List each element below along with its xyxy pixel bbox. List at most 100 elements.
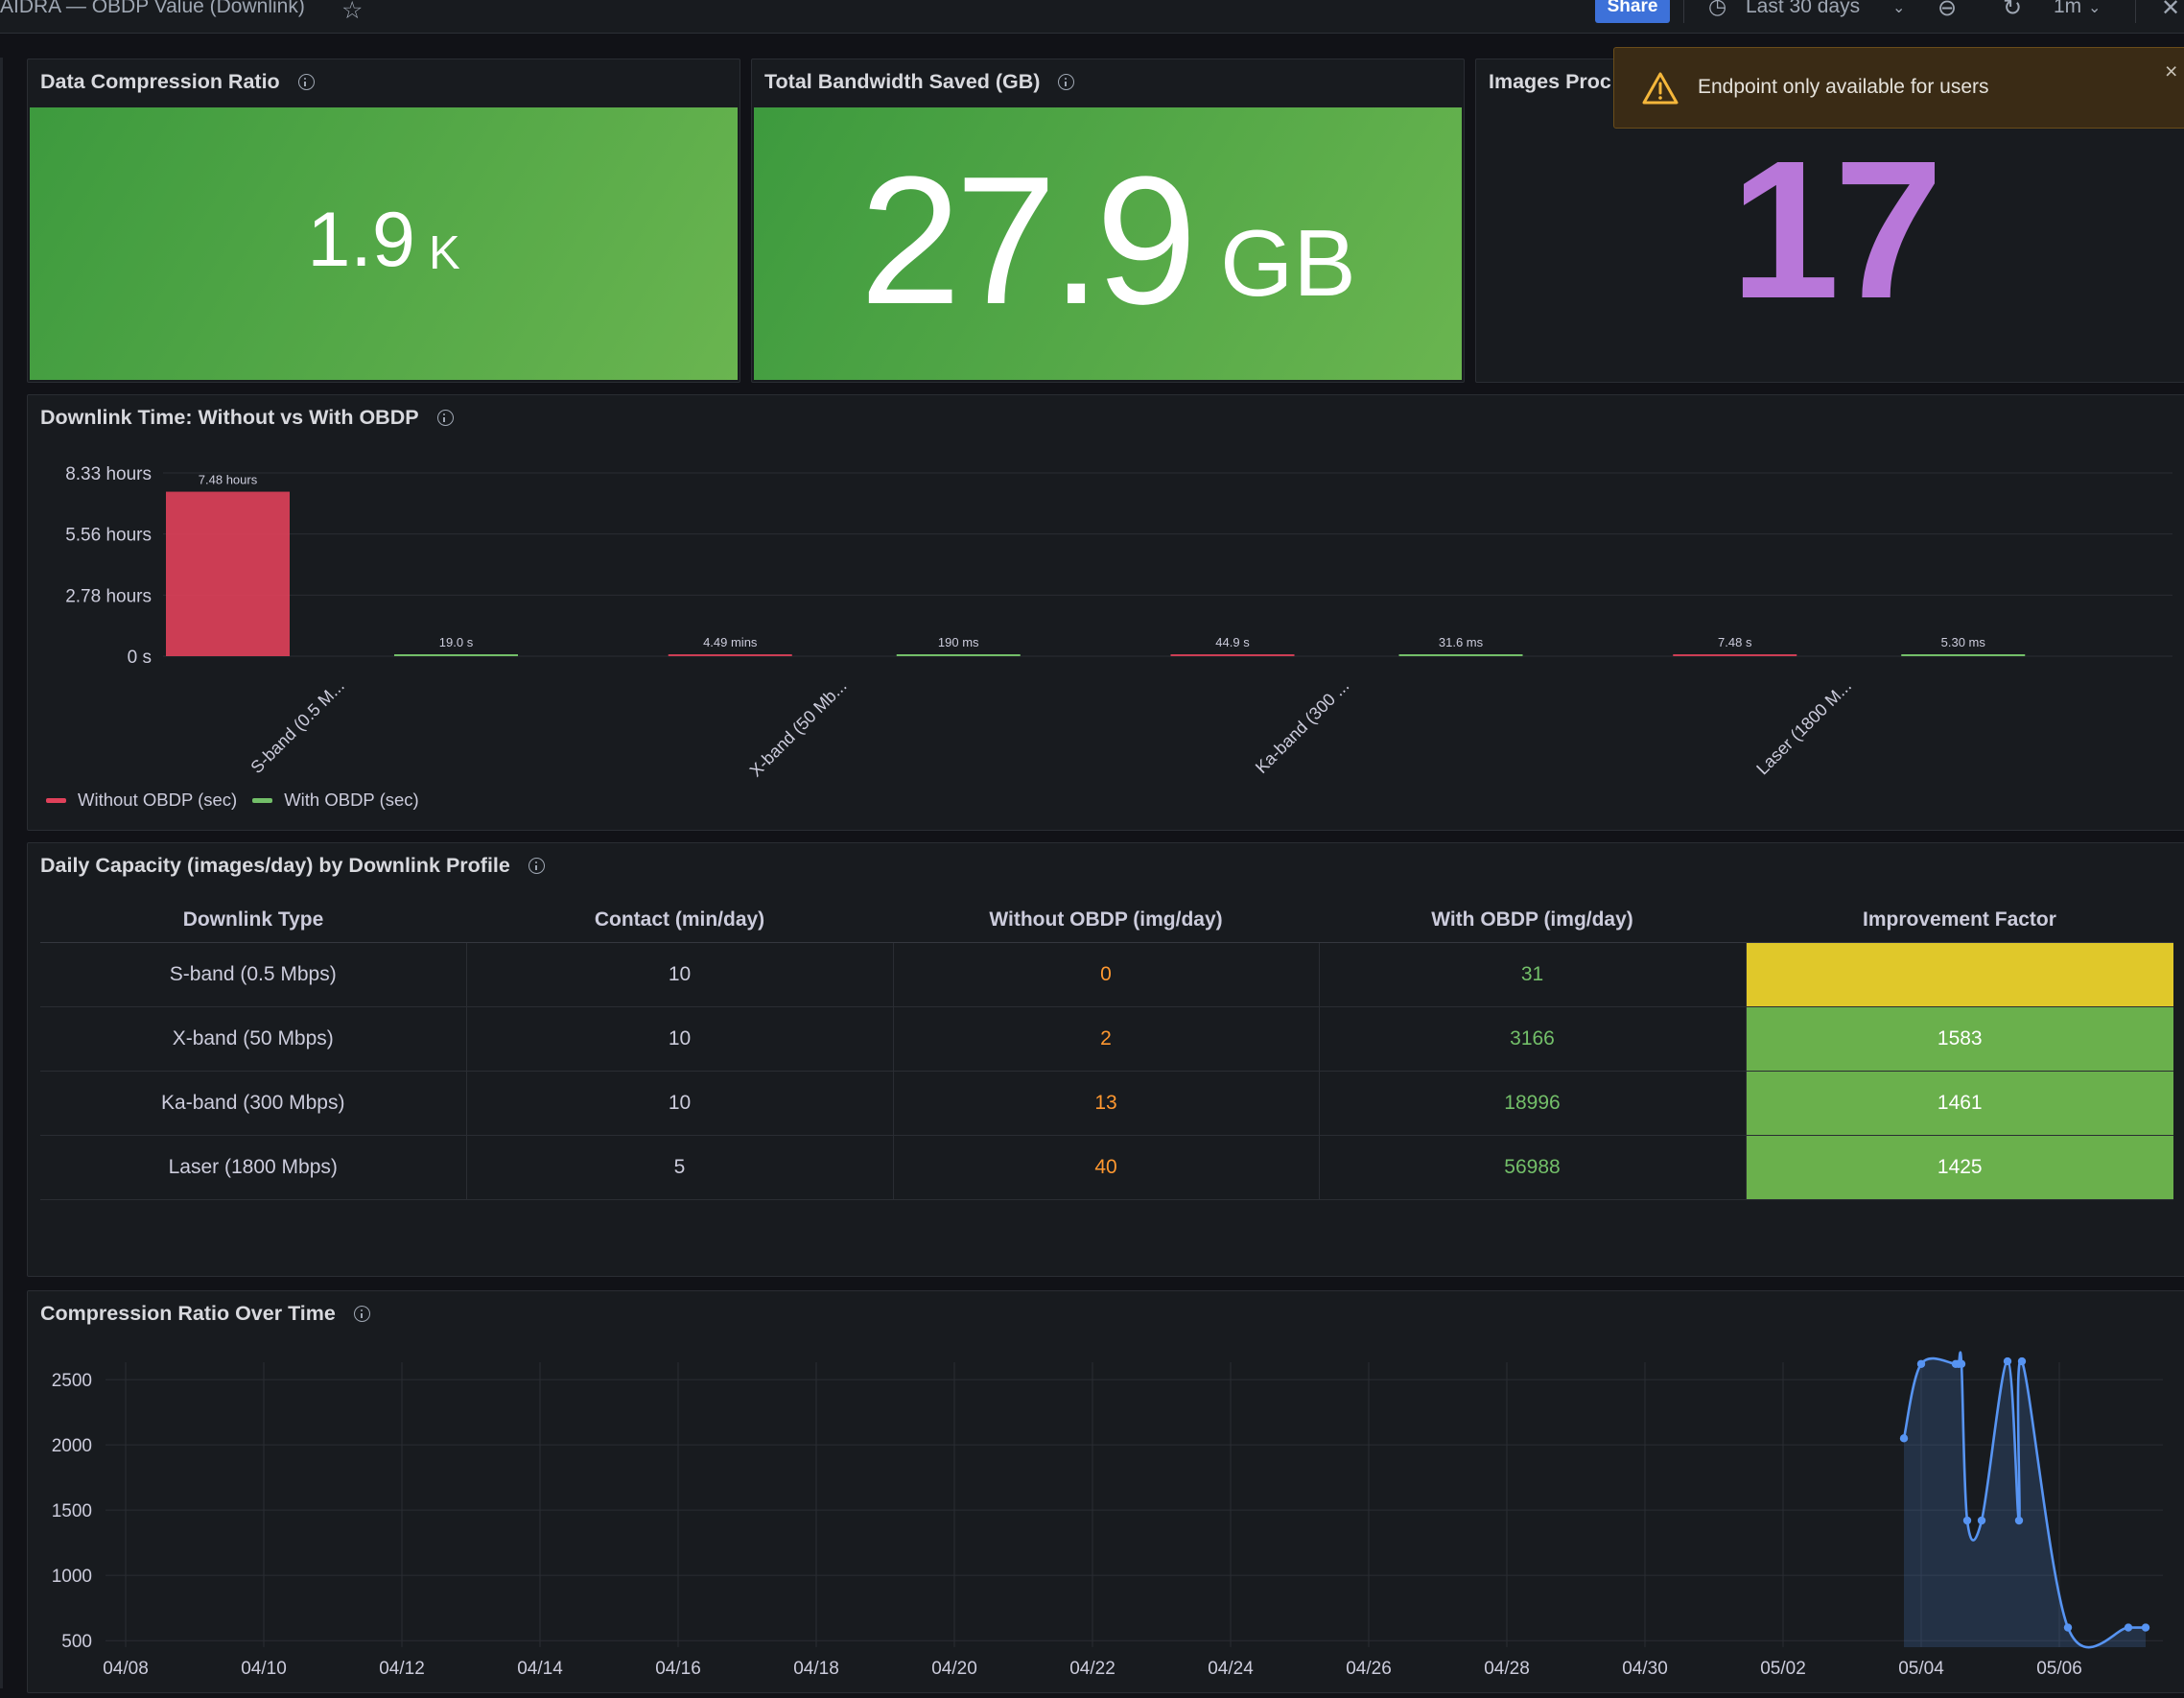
- toast-message: Endpoint only available for users: [1698, 76, 1989, 98]
- close-icon[interactable]: ×: [2165, 59, 2178, 83]
- table-row: S-band (0.5 Mbps) 10 0 31: [40, 942, 2173, 1007]
- x-tick-label: 04/22: [1069, 1659, 1115, 1679]
- data-point: [1962, 1516, 1972, 1525]
- panel-downlink-time: Downlink Time: Without vs With OBDP: [27, 394, 2184, 831]
- column-header[interactable]: Contact (min/day): [466, 898, 893, 943]
- zoom-out-icon[interactable]: ⊖: [1937, 0, 1958, 21]
- info-icon[interactable]: [353, 1306, 370, 1322]
- panel-title[interactable]: Daily Capacity (images/day) by Downlink …: [40, 854, 545, 878]
- legend-label-without[interactable]: Without OBDP (sec): [78, 790, 238, 810]
- bar-value-label: 31.6 ms: [1439, 635, 1484, 649]
- stat-value-area: 27.9 GB: [754, 107, 1462, 380]
- toolbar-divider: [2135, 0, 2136, 23]
- x-tick-label: 04/20: [931, 1659, 977, 1679]
- x-tick-label: X-band (50 Mb...: [746, 676, 851, 781]
- x-tick-label: 05/04: [1898, 1659, 1944, 1679]
- panel-title-text: Downlink Time: Without vs With OBDP: [40, 406, 419, 429]
- info-icon[interactable]: [1058, 74, 1075, 90]
- panel-title-text: Compression Ratio Over Time: [40, 1302, 336, 1325]
- column-header[interactable]: Without OBDP (img/day): [893, 898, 1319, 943]
- x-tick-label: 04/14: [517, 1659, 563, 1679]
- x-tick-label: 04/28: [1484, 1659, 1530, 1679]
- bar-value-label: 7.48 hours: [199, 473, 258, 487]
- chevron-down-icon[interactable]: ⌄: [1892, 0, 1906, 16]
- legend-swatch-with: [252, 797, 273, 803]
- stat-value: 17: [1730, 120, 1943, 340]
- x-tick-label: 04/10: [241, 1659, 287, 1679]
- bar: [1673, 654, 1797, 656]
- column-header[interactable]: With OBDP (img/day): [1319, 898, 1746, 943]
- bar-value-label: 19.0 s: [439, 635, 474, 649]
- panel-title[interactable]: Total Bandwidth Saved (GB): [764, 70, 1075, 94]
- table-cell: 40: [893, 1135, 1320, 1200]
- panel-data-compression-ratio: Data Compression Ratio 1.9 K: [27, 59, 740, 383]
- x-tick-label: 04/08: [103, 1659, 149, 1679]
- y-tick-label: 5.56 hours: [65, 526, 152, 546]
- toolbar-divider: [1683, 0, 1684, 23]
- x-tick-label: 04/16: [655, 1659, 701, 1679]
- y-tick-label: 2.78 hours: [65, 586, 152, 606]
- x-tick-label: S-band (0.5 M...: [247, 676, 347, 777]
- x-tick-label: 04/26: [1346, 1659, 1392, 1679]
- bar: [166, 491, 290, 656]
- dashboard-title[interactable]: AIDRA — OBDP Value (Downlink): [0, 0, 305, 17]
- data-point: [1957, 1359, 1966, 1368]
- bar-value-label: 44.9 s: [1215, 635, 1250, 649]
- panel-title[interactable]: Data Compression Ratio: [40, 70, 315, 94]
- refresh-icon[interactable]: ↻: [2003, 0, 2023, 21]
- legend-label-with[interactable]: With OBDP (sec): [284, 790, 419, 810]
- table-cell: S-band (0.5 Mbps): [40, 942, 467, 1007]
- stat-unit: K: [428, 227, 460, 279]
- table-row: X-band (50 Mbps) 10 2 3166 1583: [40, 1006, 2173, 1072]
- data-point: [2017, 1356, 2027, 1366]
- bar: [668, 654, 792, 656]
- table-cell: 3166: [1319, 1006, 1747, 1072]
- data-point: [2141, 1623, 2150, 1632]
- table-cell: 0: [893, 942, 1320, 1007]
- info-icon[interactable]: [436, 410, 454, 426]
- bar-value-label: 190 ms: [938, 635, 979, 649]
- table-cell: 13: [893, 1071, 1320, 1136]
- panel-title-text: Data Compression Ratio: [40, 70, 280, 93]
- top-navbar: AIDRA — OBDP Value (Downlink) ☆ Share ◷ …: [0, 0, 2184, 34]
- panel-title[interactable]: Downlink Time: Without vs With OBDP: [40, 406, 454, 430]
- stat-value-area: 1.9 K: [30, 107, 738, 380]
- series-area: [1904, 1352, 2146, 1648]
- close-icon[interactable]: ✕: [2161, 0, 2181, 21]
- info-icon[interactable]: [297, 74, 315, 90]
- warning-icon: [1642, 72, 1679, 105]
- chevron-down-icon[interactable]: ⌄: [2088, 0, 2102, 16]
- clock-icon[interactable]: ◷: [1708, 0, 1727, 18]
- bar: [1170, 654, 1295, 656]
- y-tick-label: 0 s: [128, 648, 152, 668]
- x-tick-label: Laser (1800 M...: [1752, 676, 1855, 779]
- bar-value-label: 7.48 s: [1718, 635, 1752, 649]
- table-row: Ka-band (300 Mbps) 10 13 18996 1461: [40, 1071, 2173, 1136]
- x-tick-label: 04/24: [1208, 1659, 1254, 1679]
- star-icon[interactable]: ☆: [341, 0, 364, 24]
- y-tick-label: 500: [61, 1632, 92, 1652]
- panel-title-text: Total Bandwidth Saved (GB): [764, 70, 1041, 93]
- data-point: [1916, 1359, 1926, 1368]
- sidebar-edge: [0, 58, 3, 1688]
- improvement-cell: 1425: [1746, 1135, 2173, 1200]
- chart-legend: Without OBDP (sec) With OBDP (sec): [46, 790, 419, 811]
- data-point: [2124, 1623, 2133, 1632]
- column-header[interactable]: Downlink Type: [40, 898, 466, 943]
- panel-title[interactable]: Images Proc: [1489, 70, 1611, 94]
- x-tick-label: 05/06: [2036, 1659, 2082, 1679]
- bar: [896, 654, 1021, 656]
- bar-value-label: 5.30 ms: [1941, 635, 1986, 649]
- data-point: [1899, 1434, 1909, 1443]
- panel-title-text: Daily Capacity (images/day) by Downlink …: [40, 854, 510, 877]
- info-icon[interactable]: [528, 858, 545, 874]
- share-button[interactable]: Share: [1595, 0, 1670, 23]
- x-tick-label: 05/02: [1760, 1659, 1806, 1679]
- y-tick-label: 1000: [52, 1567, 92, 1587]
- capacity-table: Downlink Type Contact (min/day) Without …: [40, 898, 2173, 1200]
- legend-swatch-without: [46, 797, 66, 803]
- panel-title[interactable]: Compression Ratio Over Time: [40, 1302, 370, 1326]
- time-range-picker[interactable]: Last 30 days: [1746, 0, 1861, 17]
- refresh-interval-picker[interactable]: 1m: [2054, 0, 2082, 17]
- column-header[interactable]: Improvement Factor: [1746, 898, 2173, 943]
